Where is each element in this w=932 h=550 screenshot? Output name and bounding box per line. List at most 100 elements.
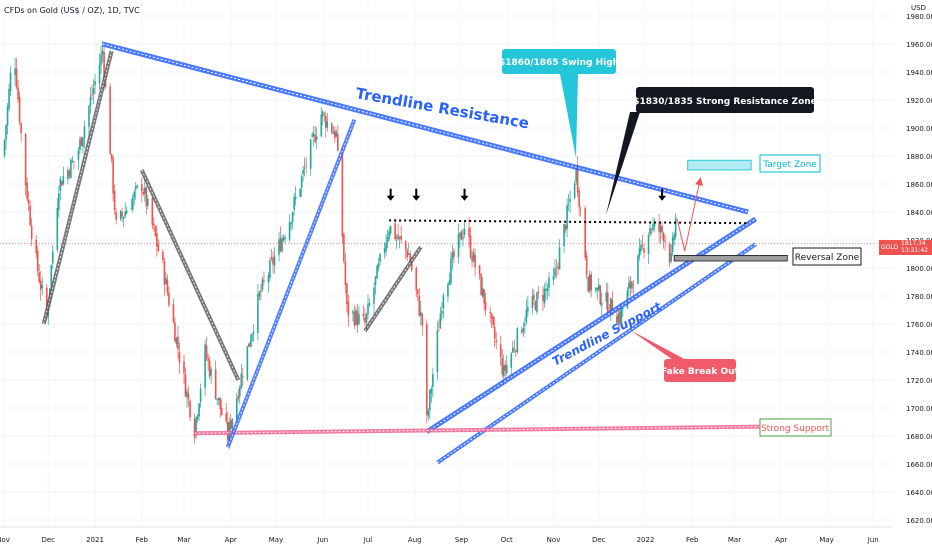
candle-body [441,310,443,314]
candle-body [210,368,212,376]
candle-body [373,287,375,304]
candle-body [554,268,556,276]
candle-body [563,223,565,247]
down-arrow-icon [460,188,469,201]
candle-body [459,232,461,237]
candle-body [578,190,580,208]
candle-body [38,272,41,283]
candle-body [119,210,122,220]
candle-body [451,252,454,260]
candle-body [82,137,84,147]
candle-body [483,289,485,304]
candle-body [638,248,641,257]
candle-body [409,253,412,264]
candle-body [293,197,295,210]
candle-body [436,330,439,372]
candle-body [670,253,672,262]
candle-body [628,283,630,290]
candle-body [24,133,27,185]
time-tick-label: Feb [136,536,149,544]
candle-body [143,187,146,194]
candle-body [239,387,241,397]
currency-label: USD [911,4,926,12]
candle-body [45,287,48,316]
candle-body [267,275,270,283]
candle-body [343,234,345,262]
candle-body [546,288,549,291]
candle-body [573,183,576,198]
candle-body [481,287,484,297]
candle-body [525,309,528,322]
candle-body [364,317,366,323]
candle-body [534,301,537,311]
candle-body [248,343,250,347]
chart-grid [0,15,893,521]
candle-body [367,303,369,315]
candle-body [597,284,600,290]
candle-body [501,357,504,375]
candle-body [50,265,53,289]
candle-body [109,86,111,155]
time-tick-label: Nov [0,536,10,544]
candle-body [279,237,282,252]
swing-high-callout: $1860/1865 Swing High [499,49,619,158]
candle-body [323,114,326,116]
candle-body [460,231,463,240]
candle-body [533,294,535,300]
candle-body [365,313,368,323]
candle-body [70,159,72,179]
candle-body [510,353,513,368]
candle-body [5,125,7,141]
candle-body [619,311,621,324]
candle-body [658,222,660,232]
candle-body [121,212,123,217]
candle-body [204,344,206,388]
candle-body [448,280,451,285]
candle-body [91,94,93,96]
time-tick-label: 2021 [86,536,104,544]
candle-body [219,397,221,410]
candle-body [113,191,116,211]
candle-body [162,251,164,261]
candle-body [39,280,42,291]
candle-body [457,234,460,258]
candle-body [299,188,301,197]
candle-body [531,296,534,309]
candle-body [557,266,559,268]
time-tick-label: Oct [501,536,513,544]
candle-body [555,267,558,269]
candle-body [495,340,497,343]
candle-body [347,301,350,316]
candle-body [490,313,493,319]
candle-body [462,236,464,239]
down-arrow-icon [658,188,667,201]
candle-body [474,255,476,268]
candle-body [300,176,303,189]
candle-body [632,284,635,286]
target-zone-box: Target Zone [759,154,821,173]
candle-body [80,137,83,146]
candle-body [558,247,561,270]
candle-body [294,196,297,200]
candle-body [471,256,473,262]
candle-body [388,231,390,239]
candle-body [29,205,31,226]
candle-body [115,212,117,220]
candle-body [463,228,466,235]
candle-body [153,223,155,226]
candle-body [430,388,433,394]
candle-body [374,276,377,286]
candle-body [480,274,482,295]
candle-body [281,238,283,252]
candle-body [98,64,101,84]
candle-body [14,68,16,76]
price-tick-label: 1720.00 [906,377,932,385]
candle-body [195,417,197,436]
candle-body [320,114,323,137]
candle-body [67,170,69,179]
candle-body [588,274,591,292]
down-arrow-icon [412,188,421,201]
candle-body [415,267,418,291]
candle-body [145,187,148,207]
